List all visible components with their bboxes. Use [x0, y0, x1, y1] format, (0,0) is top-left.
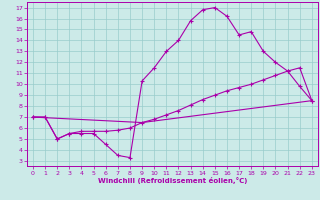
X-axis label: Windchill (Refroidissement éolien,°C): Windchill (Refroidissement éolien,°C)	[98, 177, 247, 184]
